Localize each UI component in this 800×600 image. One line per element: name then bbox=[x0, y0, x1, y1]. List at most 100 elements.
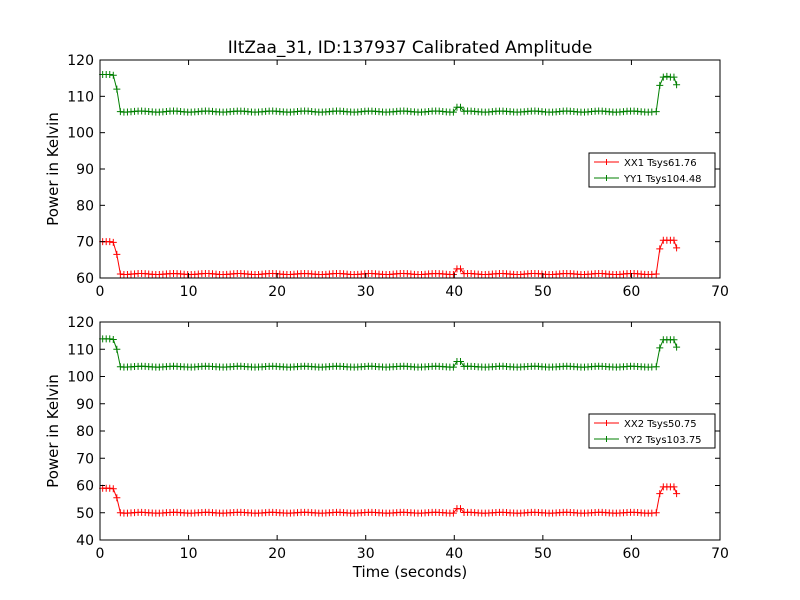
data-point bbox=[659, 73, 667, 81]
x-tick-label: 30 bbox=[357, 284, 375, 300]
data-point bbox=[656, 490, 664, 498]
data-point bbox=[652, 363, 660, 371]
data-point bbox=[109, 485, 117, 493]
y-axis-label: Power in Kelvin bbox=[44, 112, 62, 226]
legend-marker bbox=[603, 175, 610, 181]
x-tick-label: 70 bbox=[711, 284, 729, 300]
bottom-plot: 0 10 20 30 40 50 60 70 40 50 60 70 80 90 100 110 120 Powe… bbox=[44, 315, 729, 581]
legend-label: XX2 Tsys50.75 bbox=[624, 419, 697, 430]
y-tick-label: 120 bbox=[67, 53, 94, 69]
y-tick-label: 110 bbox=[67, 342, 94, 358]
data-point bbox=[656, 245, 664, 253]
legend-box bbox=[588, 152, 716, 188]
x-tick-label: 40 bbox=[445, 546, 463, 562]
data-point bbox=[663, 72, 671, 80]
y-tick-label: 60 bbox=[76, 271, 94, 287]
legend-item: YY2 Tsys103.75 bbox=[594, 435, 702, 446]
data-point bbox=[652, 509, 660, 517]
data-point bbox=[456, 103, 464, 111]
x-tick-label: 10 bbox=[180, 546, 198, 562]
y-axis-label: Power in Kelvin bbox=[44, 374, 62, 488]
data-point bbox=[109, 238, 117, 246]
data-point bbox=[670, 336, 678, 344]
data-point bbox=[113, 85, 121, 93]
data-point bbox=[106, 484, 114, 492]
legend: XX1 Tsys61.76 YY1 Tsys104.48 bbox=[588, 152, 716, 188]
data-point bbox=[109, 335, 117, 343]
data-point bbox=[652, 270, 660, 278]
y-tick-label: 100 bbox=[67, 126, 94, 142]
data-point bbox=[670, 483, 678, 491]
legend-box bbox=[588, 413, 716, 449]
data-point bbox=[656, 344, 664, 352]
data-point bbox=[106, 335, 114, 343]
y-tick-label: 110 bbox=[67, 89, 94, 105]
x-tick-label: 0 bbox=[96, 546, 105, 562]
data-point bbox=[449, 363, 457, 371]
x-tick-label: 20 bbox=[268, 284, 286, 300]
x-tick-label: 40 bbox=[445, 284, 463, 300]
data-point bbox=[449, 509, 457, 517]
series-2 bbox=[99, 335, 681, 371]
data-point bbox=[449, 108, 457, 116]
x-tick-label: 60 bbox=[623, 546, 641, 562]
data-point bbox=[652, 108, 660, 116]
y-tick-label: 60 bbox=[76, 479, 94, 495]
legend-label: YY1 Tsys104.48 bbox=[623, 174, 702, 185]
x-tick-label: 10 bbox=[180, 284, 198, 300]
data-point bbox=[673, 343, 681, 351]
data-point bbox=[456, 505, 464, 513]
chart-title: IItZaa_31, ID:137937 Calibrated Amplitud… bbox=[228, 38, 593, 58]
legend: XX2 Tsys50.75 YY2 Tsys103.75 bbox=[588, 413, 716, 449]
data-point bbox=[116, 108, 124, 116]
data-point bbox=[109, 71, 117, 79]
data-point bbox=[456, 358, 464, 366]
data-point bbox=[116, 270, 124, 278]
x-tick-label: 0 bbox=[96, 284, 105, 300]
series-1 bbox=[99, 236, 681, 279]
data-point bbox=[106, 71, 114, 79]
y-tick-label: 90 bbox=[76, 162, 94, 178]
y-tick-label: 80 bbox=[76, 198, 94, 214]
data-point bbox=[670, 236, 678, 244]
legend-marker bbox=[603, 420, 610, 426]
data-point bbox=[113, 250, 121, 258]
y-tick-label: 80 bbox=[76, 424, 94, 440]
legend-item: YY1 Tsys104.48 bbox=[594, 174, 702, 185]
x-tick-label: 50 bbox=[534, 546, 552, 562]
data-point bbox=[670, 73, 678, 81]
data-point bbox=[656, 81, 664, 89]
data-point bbox=[113, 345, 121, 353]
data-point bbox=[456, 265, 464, 273]
legend-marker bbox=[603, 436, 610, 442]
x-tick-label: 20 bbox=[268, 546, 286, 562]
data-point bbox=[673, 490, 681, 498]
y-tick-label: 90 bbox=[76, 397, 94, 413]
x-tick-label: 70 bbox=[711, 546, 729, 562]
legend-label: YY2 Tsys103.75 bbox=[623, 435, 702, 446]
x-tick-label: 50 bbox=[534, 284, 552, 300]
x-tick-label: 30 bbox=[357, 546, 375, 562]
y-tick-label: 70 bbox=[76, 451, 94, 467]
legend-item: XX1 Tsys61.76 bbox=[594, 158, 697, 169]
series-1 bbox=[99, 483, 681, 517]
y-tick-label: 50 bbox=[76, 506, 94, 522]
series-2 bbox=[99, 71, 681, 116]
y-tick-label: 70 bbox=[76, 235, 94, 251]
legend-label: XX1 Tsys61.76 bbox=[624, 158, 697, 169]
data-point bbox=[106, 238, 114, 246]
x-tick-label: 60 bbox=[623, 284, 641, 300]
y-tick-label: 100 bbox=[67, 370, 94, 386]
data-point bbox=[113, 494, 121, 502]
data-point bbox=[673, 81, 681, 89]
legend-marker bbox=[603, 159, 610, 165]
data-point bbox=[449, 271, 457, 279]
data-point bbox=[673, 244, 681, 252]
x-axis-label: Time (seconds) bbox=[352, 563, 468, 581]
top-plot: 0 10 20 30 40 50 60 70 60 70 80 90 100 110 120 Power in… bbox=[44, 53, 729, 300]
y-tick-label: 120 bbox=[67, 315, 94, 331]
legend-item: XX2 Tsys50.75 bbox=[594, 419, 697, 430]
y-tick-label: 40 bbox=[76, 533, 94, 549]
